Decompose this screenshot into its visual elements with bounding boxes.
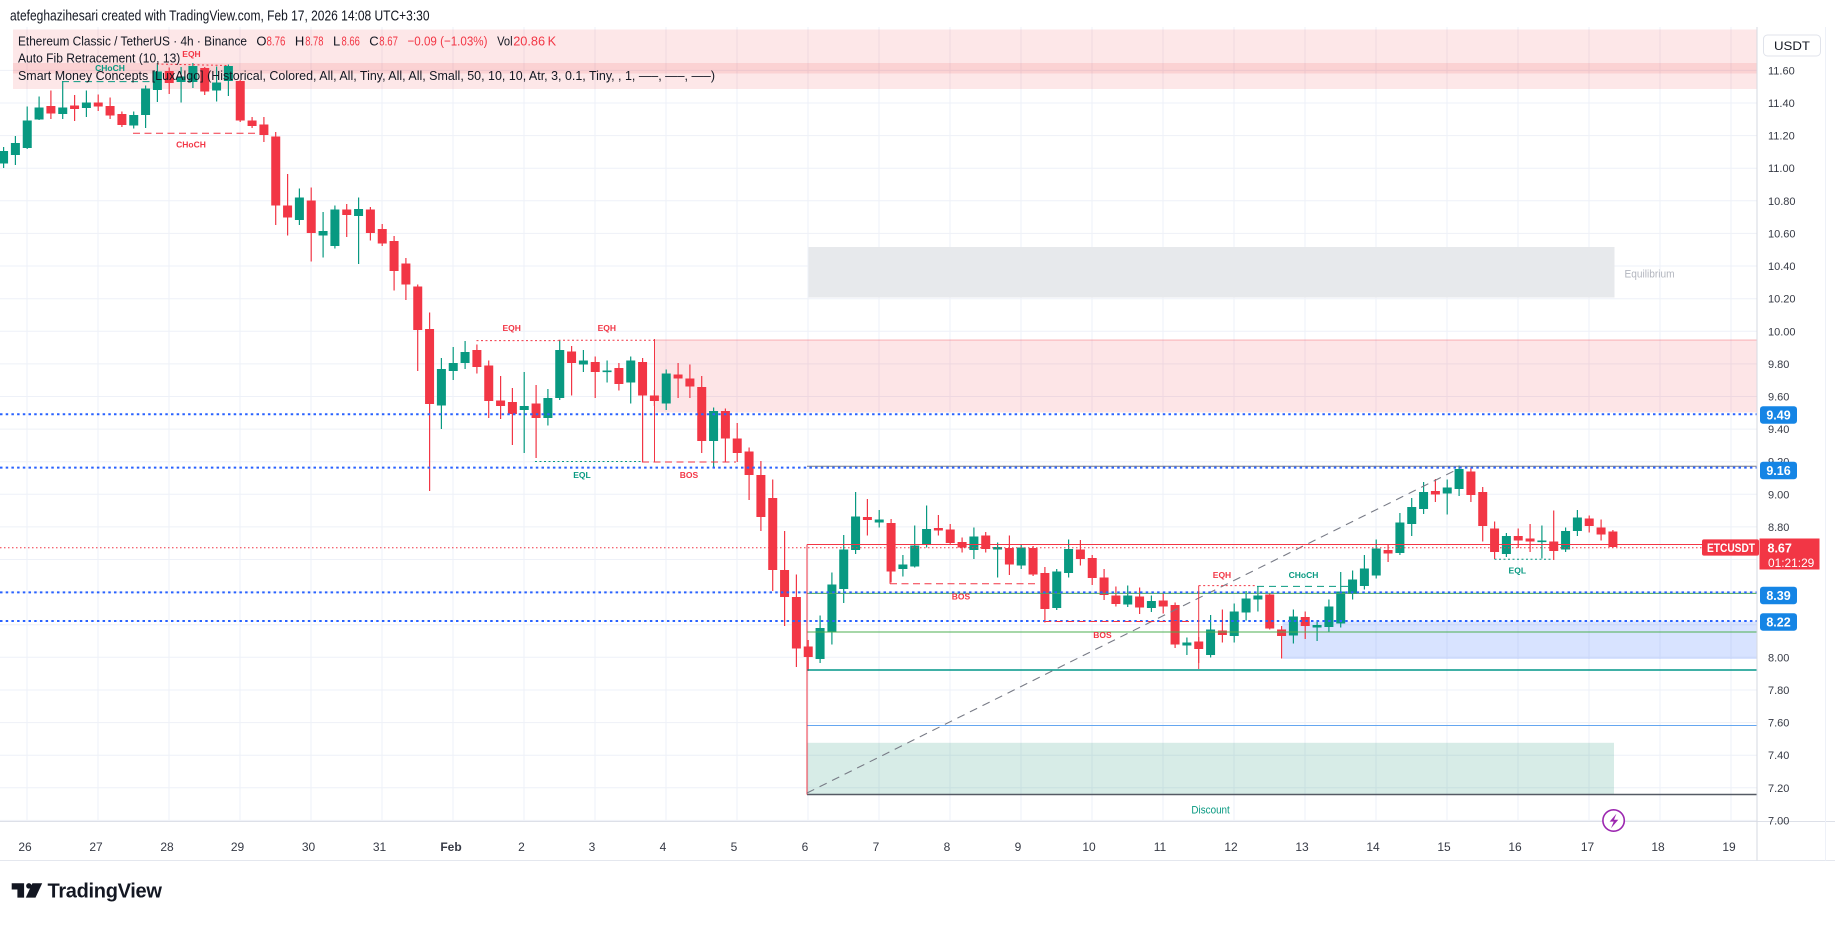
svg-text:9.40: 9.40	[1768, 424, 1789, 436]
svg-text:7.20: 7.20	[1768, 783, 1789, 795]
svg-text:18: 18	[1651, 840, 1665, 854]
svg-text:7.40: 7.40	[1768, 750, 1789, 762]
svg-text:ETCUSDT: ETCUSDT	[1707, 543, 1755, 555]
svg-text:Discount: Discount	[1191, 805, 1229, 817]
svg-text:Smart Money Concepts [LuxAlgo]: Smart Money Concepts [LuxAlgo] (Historic…	[18, 69, 715, 83]
svg-text:Vol: Vol	[497, 34, 513, 49]
svg-text:16: 16	[1508, 840, 1522, 854]
svg-text:8.67: 8.67	[1768, 542, 1792, 556]
svg-text:31: 31	[373, 840, 387, 854]
svg-text:EQH: EQH	[598, 323, 616, 333]
svg-text:10: 10	[1082, 840, 1096, 854]
svg-text:9.49: 9.49	[1766, 408, 1790, 422]
svg-text:−0.09 (−1.03%): −0.09 (−1.03%)	[408, 34, 488, 49]
svg-text:8.39: 8.39	[1766, 589, 1790, 603]
svg-text:8.76: 8.76	[267, 34, 286, 49]
svg-text:8.80: 8.80	[1768, 522, 1789, 534]
svg-text:7.80: 7.80	[1768, 685, 1789, 697]
svg-text:14: 14	[1366, 840, 1380, 854]
svg-text:12: 12	[1224, 840, 1238, 854]
svg-text:26: 26	[18, 840, 32, 854]
svg-text:10.80: 10.80	[1768, 196, 1796, 208]
svg-text:9.00: 9.00	[1768, 489, 1789, 501]
svg-text:Ethereum Classic / TetherUS ·: Ethereum Classic / TetherUS · 4h · Binan…	[18, 34, 247, 49]
svg-text:USDT: USDT	[1774, 39, 1811, 53]
svg-text:8.66: 8.66	[342, 34, 360, 49]
svg-text:BOS: BOS	[1093, 630, 1112, 640]
svg-text:EQH: EQH	[1213, 570, 1231, 580]
svg-text:9: 9	[1015, 840, 1022, 854]
svg-text:15: 15	[1437, 840, 1451, 854]
svg-text:H: H	[295, 34, 304, 49]
svg-text:29: 29	[231, 840, 245, 854]
svg-text:BOS: BOS	[680, 470, 699, 480]
svg-text:8.22: 8.22	[1766, 615, 1790, 629]
svg-text:8: 8	[944, 840, 951, 854]
svg-text:3: 3	[589, 840, 596, 854]
svg-text:01:21:29: 01:21:29	[1768, 558, 1814, 570]
svg-text:9.16: 9.16	[1766, 464, 1790, 478]
svg-text:5: 5	[731, 840, 738, 854]
svg-text:8.78: 8.78	[305, 34, 323, 49]
svg-text:Feb: Feb	[440, 840, 461, 854]
svg-text:28: 28	[160, 840, 174, 854]
svg-text:4: 4	[660, 840, 667, 854]
svg-text:CHoCH: CHoCH	[95, 63, 125, 73]
svg-text:10.20: 10.20	[1768, 294, 1796, 306]
svg-text:10.60: 10.60	[1768, 228, 1796, 240]
svg-text:2: 2	[518, 840, 525, 854]
svg-text:7.60: 7.60	[1768, 718, 1789, 730]
svg-text:9.80: 9.80	[1768, 359, 1789, 371]
svg-text:7.00: 7.00	[1768, 815, 1789, 827]
svg-text:6: 6	[802, 840, 809, 854]
svg-text:EQH: EQH	[502, 323, 520, 333]
svg-text:BOS: BOS	[952, 592, 971, 602]
svg-text:8.67: 8.67	[379, 34, 398, 49]
svg-text:CHoCH: CHoCH	[1289, 570, 1319, 580]
svg-text:EQH: EQH	[182, 49, 200, 59]
svg-text:13: 13	[1295, 840, 1309, 854]
svg-text:10.40: 10.40	[1768, 261, 1796, 273]
svg-text:TradingView: TradingView	[48, 881, 163, 903]
svg-text:EQL: EQL	[1509, 566, 1526, 576]
svg-text:8.00: 8.00	[1768, 652, 1789, 664]
svg-text:11.20: 11.20	[1768, 131, 1795, 143]
svg-text:30: 30	[302, 840, 316, 854]
svg-text:11.00: 11.00	[1768, 163, 1795, 175]
svg-text:27: 27	[89, 840, 103, 854]
svg-text:19: 19	[1722, 840, 1736, 854]
svg-text:9.60: 9.60	[1768, 392, 1789, 404]
svg-text:O: O	[256, 34, 266, 49]
svg-text:11.40: 11.40	[1768, 98, 1795, 110]
svg-text:Auto Fib Retracement (10, 13): Auto Fib Retracement (10, 13)	[18, 52, 180, 66]
svg-text:20.86 K: 20.86 K	[513, 34, 556, 49]
svg-text:atefeghazihesari created with: atefeghazihesari created with TradingVie…	[10, 9, 430, 25]
svg-text:Equilibrium: Equilibrium	[1625, 269, 1675, 281]
svg-text:7: 7	[873, 840, 880, 854]
svg-text:CHoCH: CHoCH	[176, 140, 206, 150]
svg-text:17: 17	[1581, 840, 1595, 854]
svg-text:L: L	[333, 34, 340, 49]
svg-text:EQL: EQL	[573, 470, 590, 480]
svg-text:C: C	[369, 34, 378, 49]
svg-text:10.00: 10.00	[1768, 326, 1796, 338]
svg-text:11.60: 11.60	[1768, 65, 1795, 77]
svg-text:11: 11	[1154, 840, 1167, 854]
